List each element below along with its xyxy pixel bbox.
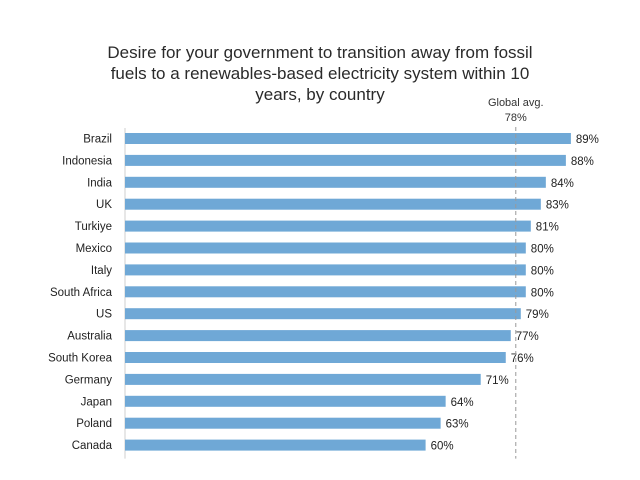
bar-india bbox=[125, 176, 546, 188]
category-label: Brazil bbox=[83, 134, 112, 146]
category-label: Germany bbox=[65, 374, 113, 386]
category-label: South Africa bbox=[50, 287, 113, 299]
chart-title-line-2: fuels to a renewables-based electricity … bbox=[110, 64, 530, 83]
global-average-label: Global avg. bbox=[488, 97, 544, 109]
value-label: 60% bbox=[431, 441, 454, 453]
value-label: 63% bbox=[446, 419, 469, 431]
category-label: Mexico bbox=[76, 243, 112, 255]
category-label: Poland bbox=[76, 418, 112, 430]
value-label: 83% bbox=[546, 200, 569, 212]
chart-title-line-3: years, by country bbox=[255, 85, 385, 104]
bar-germany bbox=[125, 373, 481, 385]
value-label: 84% bbox=[551, 178, 574, 190]
category-label: Japan bbox=[81, 396, 112, 408]
value-label: 64% bbox=[451, 397, 474, 409]
value-label: 77% bbox=[516, 331, 539, 343]
value-label: 81% bbox=[536, 222, 559, 234]
bar-brazil bbox=[125, 133, 571, 144]
value-label: 76% bbox=[511, 353, 534, 365]
bar-south-korea bbox=[125, 352, 506, 363]
bar-mexico bbox=[125, 242, 526, 254]
category-label: Turkiye bbox=[75, 221, 112, 233]
bar-italy bbox=[125, 264, 526, 276]
category-label: Indonesia bbox=[62, 155, 112, 167]
category-label: US bbox=[96, 309, 112, 321]
bar-japan bbox=[125, 395, 446, 407]
category-label: Italy bbox=[91, 265, 112, 277]
bar-indonesia bbox=[125, 154, 566, 166]
value-label: 71% bbox=[486, 375, 509, 387]
bar-uk bbox=[125, 198, 541, 210]
category-label: UK bbox=[96, 199, 112, 211]
category-label: Australia bbox=[67, 331, 112, 343]
bar-australia bbox=[125, 330, 511, 342]
bar-us bbox=[125, 308, 521, 320]
chart-title-line-1: Desire for your government to transition… bbox=[107, 43, 533, 62]
value-label: 88% bbox=[571, 156, 594, 168]
bar-south-africa bbox=[125, 286, 526, 298]
chart-title: Desire for your government to transition… bbox=[40, 42, 600, 105]
value-label: 80% bbox=[531, 244, 554, 256]
category-label: India bbox=[87, 177, 113, 189]
category-label: South Korea bbox=[48, 353, 113, 365]
bar-canada bbox=[125, 439, 426, 451]
value-label: 80% bbox=[531, 265, 554, 277]
category-label: Canada bbox=[72, 440, 113, 452]
bar-turkiye bbox=[125, 220, 531, 232]
value-label: 89% bbox=[576, 134, 599, 146]
bar-poland bbox=[125, 417, 441, 429]
global-average-value: 78% bbox=[505, 112, 527, 124]
value-label: 80% bbox=[531, 287, 554, 299]
value-label: 79% bbox=[526, 309, 549, 321]
